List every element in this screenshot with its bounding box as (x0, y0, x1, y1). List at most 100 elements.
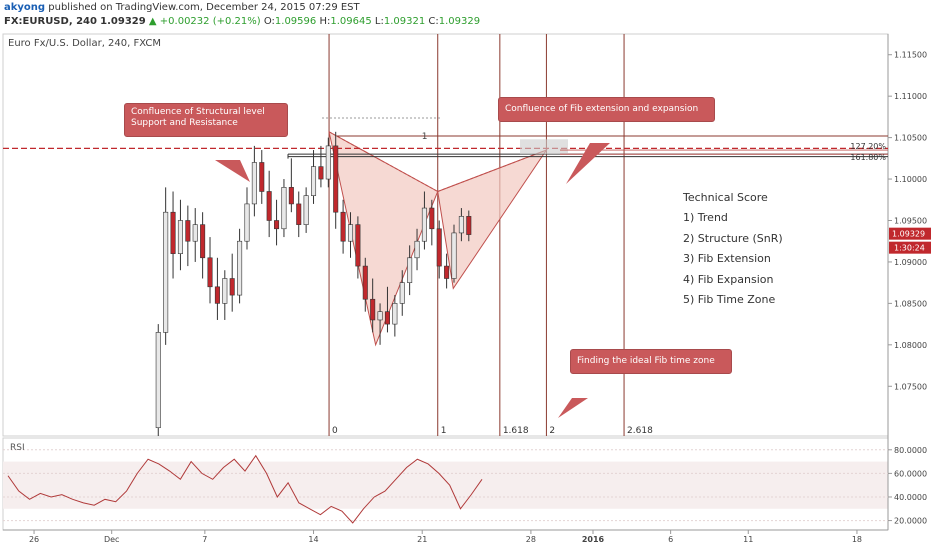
time-tick-label: 18 (852, 535, 862, 544)
candle-body (466, 216, 472, 235)
score-item: 5) Fib Time Zone (683, 292, 776, 306)
structural-confluence-callout: Confluence of Structural level Support a… (124, 103, 288, 137)
candle-body (244, 203, 250, 242)
candle-body (392, 303, 398, 325)
countdown-tag (889, 241, 931, 254)
last-price-tag (889, 227, 931, 240)
candle-body (266, 191, 272, 221)
candle-body (458, 216, 464, 234)
pattern-triangle-bcd (437, 149, 548, 290)
candle-body (436, 228, 442, 267)
price-tick-label: 1.10500 (894, 134, 927, 143)
candle-body (429, 207, 435, 230)
price-tick-label: 1.11500 (894, 51, 927, 60)
time-tick-label: 11 (743, 535, 753, 544)
fib-time-zone-label: 1.618 (503, 426, 529, 436)
fib-confluence-callout: Confluence of Fib extension and expansio… (498, 97, 715, 122)
candle-body (340, 211, 346, 242)
last-price: 1.09329 (100, 16, 146, 27)
fib-extension-label: 1 (422, 132, 428, 142)
price-tick-label: 1.09000 (894, 258, 927, 267)
candle-body (163, 211, 169, 333)
candle-body (214, 286, 220, 304)
close-label: C: (428, 16, 439, 27)
candle-body (303, 195, 309, 225)
score-item: 2) Structure (SnR) (683, 231, 783, 245)
price-tick-label: 1.11000 (894, 92, 927, 101)
countdown-tag-label: 1:30:24 (894, 244, 925, 253)
callout-line: Support and Resistance (131, 118, 238, 128)
price-chart[interactable]: 1.11500 1.11000 1.10500 1.10000 1.09500 1.090… (0, 30, 932, 550)
time-tick-label: 14 (308, 535, 318, 544)
candle-body (207, 257, 213, 288)
candle-body (288, 187, 294, 205)
candle-body (274, 220, 280, 230)
open-label: O: (263, 16, 275, 27)
candle-body (370, 298, 376, 321)
pattern-xb-line (328, 131, 438, 192)
candle-body (355, 224, 361, 267)
author-link[interactable]: akyong (4, 2, 46, 13)
price-tick-label: 1.10000 (894, 175, 927, 184)
score-item: 1) Trend (683, 211, 728, 225)
price-change: +0.00232 (+0.21%) (159, 16, 261, 27)
time-tick-label: 2016 (582, 535, 605, 544)
candle-body (237, 240, 243, 296)
candle-body (362, 265, 368, 300)
rsi-tick-label: 40.0000 (894, 493, 927, 502)
fib-time-zone-label: 1 (441, 426, 447, 436)
candle-body (377, 311, 383, 321)
symbol-label: FX:EURUSD, 240 (4, 16, 97, 27)
technical-score-title: Technical Score (683, 191, 768, 204)
rsi-tick-label: 80.0000 (894, 446, 927, 455)
candle-body (155, 332, 161, 429)
candle-body (421, 207, 427, 242)
callout-line: Confluence of Structural level (131, 107, 265, 117)
score-item: 4) Fib Expansion (683, 272, 774, 286)
candle-body (347, 224, 354, 242)
price-tick-label: 1.08000 (894, 341, 927, 350)
candle-body (325, 145, 331, 180)
candle-body (192, 224, 198, 242)
low-value: 1.09321 (383, 16, 426, 27)
rsi-tick-label: 20.0000 (894, 517, 927, 526)
time-tick-label: 7 (202, 535, 207, 544)
score-item: 3) Fib Extension (683, 252, 771, 266)
time-tick-label: Dec (104, 535, 119, 544)
time-tick-label: 26 (29, 535, 39, 544)
up-arrow-icon: ▲ (148, 16, 157, 27)
candle-body (251, 162, 257, 205)
candle-body (229, 278, 235, 296)
technical-score-panel: Technical Score 1) Trend 2) Structure (S… (683, 191, 783, 313)
candle-body (384, 311, 390, 325)
candle-body (311, 166, 317, 196)
last-price-tag-label: 1.09329 (892, 230, 925, 239)
callout-pointer (558, 398, 588, 418)
open-value: 1.09596 (274, 16, 317, 27)
candle-body (259, 162, 265, 192)
rsi-band (3, 461, 888, 509)
fib-level-label: 127.20% (850, 142, 886, 151)
close-value: 1.09329 (438, 16, 481, 27)
candle-body (296, 203, 302, 225)
price-tick-label: 1.08500 (894, 299, 927, 308)
rsi-line (7, 454, 483, 524)
high-value: 1.09645 (330, 16, 372, 27)
candle-body (451, 232, 457, 279)
fib-time-zone-label: 2.618 (627, 426, 653, 436)
candle-body (333, 145, 339, 213)
publish-line: akyong published on TradingView.com, Dec… (4, 2, 360, 13)
chart-title: Euro Fx/U.S. Dollar, 240, FXCM (8, 38, 161, 49)
ohlc-line: FX:EURUSD, 240 1.09329 ▲ +0.00232 (+0.21… (4, 16, 480, 27)
candle-body (399, 282, 405, 304)
high-label: H: (319, 16, 331, 27)
candle-body (222, 278, 228, 304)
published-text: published on TradingView.com, December 2… (48, 2, 360, 13)
price-tick-label: 1.07500 (894, 382, 927, 391)
callout-pointer (215, 160, 250, 182)
fib-time-callout: Finding the ideal Fib time zone (570, 349, 732, 374)
candle-body (200, 224, 206, 259)
time-tick-label: 28 (526, 535, 536, 544)
rsi-tick-label: 60.0000 (894, 469, 927, 478)
fib-time-zone-label: 0 (332, 426, 338, 436)
